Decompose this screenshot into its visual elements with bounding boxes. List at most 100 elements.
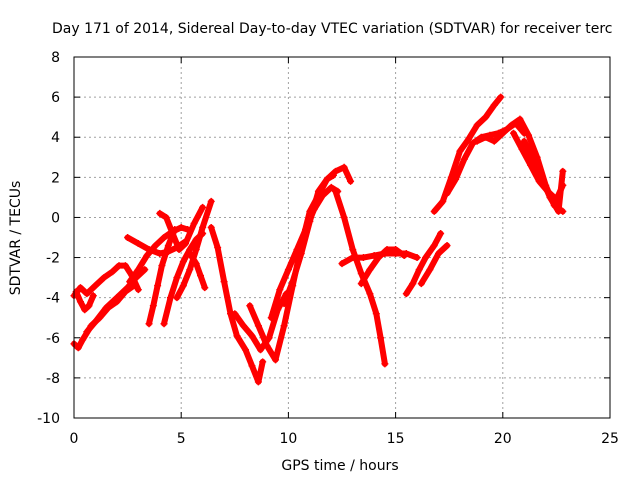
- data-point-marker: [417, 280, 425, 288]
- x-tick-label: 10: [279, 431, 297, 447]
- data-point-marker: [357, 270, 365, 278]
- x-tick-label: 25: [601, 431, 619, 447]
- data-point-marker: [327, 183, 335, 191]
- data-point-marker: [510, 129, 518, 137]
- data-point-marker: [156, 209, 164, 217]
- data-point-marker: [233, 332, 241, 340]
- data-point-marker: [175, 246, 183, 254]
- series-track-13: [231, 290, 290, 354]
- y-tick-label: 6: [51, 90, 60, 106]
- y-tick-label: -10: [37, 411, 60, 427]
- data-point-marker: [199, 203, 207, 211]
- data-point-marker: [482, 113, 490, 121]
- data-point-marker: [381, 360, 389, 368]
- data-point-marker: [456, 147, 464, 155]
- data-point-marker: [192, 260, 200, 268]
- data-point-marker: [149, 302, 157, 310]
- data-point-marker: [124, 284, 132, 292]
- data-point-marker: [145, 320, 153, 328]
- data-point-marker: [497, 93, 505, 101]
- data-series: [70, 93, 567, 386]
- data-point-marker: [186, 266, 194, 274]
- series-line: [358, 246, 408, 287]
- y-tick-label: -2: [46, 251, 60, 267]
- data-point-marker: [284, 266, 292, 274]
- series-track-12: [207, 223, 267, 386]
- series-track-8: [156, 203, 207, 254]
- x-tick-labels: 0 5 10 15 20 25: [70, 431, 619, 447]
- series-line: [186, 250, 208, 291]
- data-point-marker: [115, 262, 123, 270]
- series-track-26: [520, 137, 567, 215]
- series-track-3: [72, 288, 97, 314]
- data-point-marker: [537, 173, 545, 181]
- x-tick-label: 20: [494, 431, 512, 447]
- data-point-marker: [518, 145, 526, 153]
- data-point-marker: [126, 278, 134, 286]
- data-point-marker: [430, 242, 438, 250]
- data-point-marker: [443, 189, 451, 197]
- data-point-marker: [338, 260, 346, 268]
- data-point-marker: [177, 223, 185, 231]
- data-point-marker: [254, 322, 262, 330]
- series-line: [71, 262, 142, 299]
- grid-lines: [74, 57, 610, 418]
- data-point-marker: [357, 280, 365, 288]
- data-point-marker: [289, 278, 297, 286]
- data-point-marker: [559, 167, 567, 175]
- series-line: [521, 138, 566, 215]
- data-point-marker: [460, 155, 468, 163]
- data-point-marker: [199, 223, 207, 231]
- data-point-marker: [89, 292, 97, 300]
- data-point-marker: [173, 274, 181, 282]
- data-point-marker: [181, 240, 189, 248]
- data-point-marker: [134, 266, 142, 274]
- data-point-marker: [430, 207, 438, 215]
- data-point-marker: [166, 294, 174, 302]
- data-point-marker: [297, 250, 305, 258]
- data-point-marker: [81, 306, 89, 314]
- y-tick-label: -6: [46, 331, 60, 347]
- data-point-marker: [158, 262, 166, 270]
- data-point-marker: [434, 250, 442, 258]
- data-point-marker: [160, 234, 168, 241]
- data-point-marker: [482, 133, 490, 141]
- data-point-marker: [409, 280, 417, 288]
- data-point-marker: [76, 284, 84, 292]
- data-point-marker: [314, 187, 322, 195]
- data-point-marker: [415, 266, 423, 274]
- data-point-marker: [257, 346, 265, 354]
- data-point-marker: [164, 242, 172, 250]
- data-point-marker: [74, 344, 82, 352]
- data-point-marker: [242, 346, 250, 354]
- data-point-marker: [332, 187, 340, 195]
- data-point-marker: [490, 137, 498, 145]
- y-axis-label: SDTVAR / TECUs: [8, 181, 24, 296]
- data-point-marker: [91, 318, 99, 326]
- data-point-marker: [392, 246, 400, 254]
- data-point-marker: [162, 213, 170, 221]
- data-point-marker: [366, 290, 374, 298]
- data-point-marker: [383, 246, 391, 254]
- y-tick-label: 4: [51, 130, 60, 146]
- y-tick-label: -8: [46, 371, 60, 387]
- data-point-marker: [359, 254, 367, 262]
- data-point-marker: [402, 290, 410, 298]
- data-point-marker: [76, 298, 84, 306]
- data-point-marker: [443, 242, 451, 250]
- data-point-marker: [473, 121, 481, 129]
- series-line: [332, 188, 388, 367]
- data-point-marker: [422, 254, 430, 262]
- data-point-marker: [263, 342, 271, 350]
- data-point-marker: [85, 302, 93, 310]
- data-point-marker: [190, 219, 198, 227]
- x-tick-label: 0: [70, 431, 79, 447]
- data-point-marker: [91, 282, 99, 290]
- data-point-marker: [272, 356, 280, 364]
- data-point-marker: [102, 304, 110, 312]
- data-point-marker: [276, 286, 284, 294]
- data-point-marker: [464, 135, 472, 143]
- plot-frame: [73, 56, 611, 419]
- data-point-marker: [340, 213, 348, 221]
- data-point-marker: [145, 246, 153, 254]
